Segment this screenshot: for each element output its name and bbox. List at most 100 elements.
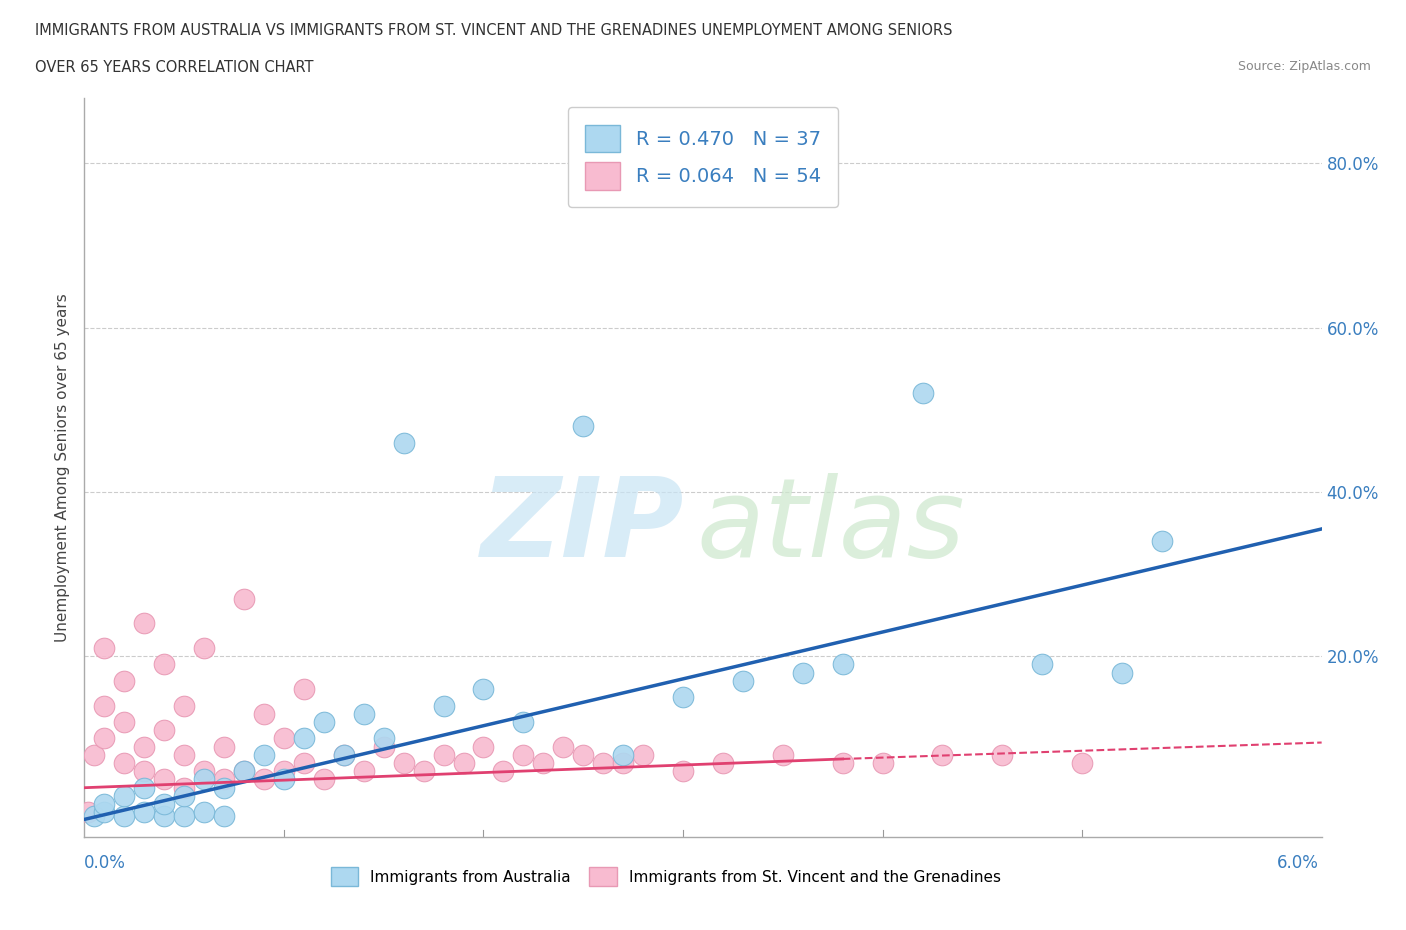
Point	[153, 797, 176, 812]
Point	[453, 755, 475, 770]
Point	[173, 748, 195, 763]
Point	[253, 748, 276, 763]
Point	[112, 809, 135, 824]
Point	[931, 748, 953, 763]
Point	[1150, 534, 1173, 549]
Point	[672, 690, 695, 705]
Point	[333, 748, 356, 763]
Point	[612, 748, 634, 763]
Point	[831, 657, 853, 671]
Point	[153, 772, 176, 787]
Point	[333, 748, 356, 763]
Point	[273, 772, 295, 787]
Point	[153, 723, 176, 737]
Point	[911, 386, 934, 401]
Point	[572, 748, 595, 763]
Point	[273, 764, 295, 778]
Point	[173, 698, 195, 713]
Point	[93, 731, 115, 746]
Point	[831, 755, 853, 770]
Point	[233, 591, 256, 606]
Point	[77, 804, 100, 820]
Point	[134, 616, 156, 631]
Text: Source: ZipAtlas.com: Source: ZipAtlas.com	[1237, 60, 1371, 73]
Point	[792, 665, 814, 680]
Point	[173, 789, 195, 804]
Point	[93, 797, 115, 812]
Point	[991, 748, 1014, 763]
Point	[432, 748, 454, 763]
Legend: Immigrants from Australia, Immigrants from St. Vincent and the Grenadines: Immigrants from Australia, Immigrants fr…	[325, 861, 1007, 892]
Point	[553, 739, 575, 754]
Point	[233, 764, 256, 778]
Point	[1031, 657, 1053, 671]
Text: 0.0%: 0.0%	[84, 854, 127, 871]
Point	[592, 755, 614, 770]
Point	[392, 755, 415, 770]
Point	[93, 698, 115, 713]
Point	[872, 755, 894, 770]
Point	[173, 809, 195, 824]
Point	[292, 755, 315, 770]
Point	[112, 789, 135, 804]
Point	[711, 755, 734, 770]
Point	[134, 804, 156, 820]
Text: ZIP: ZIP	[481, 473, 685, 580]
Text: 6.0%: 6.0%	[1277, 854, 1319, 871]
Point	[312, 772, 335, 787]
Point	[292, 731, 315, 746]
Point	[134, 764, 156, 778]
Point	[153, 809, 176, 824]
Point	[112, 673, 135, 688]
Point	[512, 748, 534, 763]
Point	[412, 764, 434, 778]
Point	[572, 418, 595, 433]
Point	[93, 804, 115, 820]
Point	[353, 764, 375, 778]
Point	[173, 780, 195, 795]
Point	[193, 772, 215, 787]
Point	[193, 641, 215, 656]
Point	[292, 682, 315, 697]
Point	[373, 731, 395, 746]
Point	[612, 755, 634, 770]
Text: OVER 65 YEARS CORRELATION CHART: OVER 65 YEARS CORRELATION CHART	[35, 60, 314, 75]
Point	[83, 748, 105, 763]
Point	[134, 780, 156, 795]
Point	[353, 707, 375, 722]
Point	[1111, 665, 1133, 680]
Point	[512, 714, 534, 729]
Point	[392, 435, 415, 450]
Point	[472, 682, 495, 697]
Point	[273, 731, 295, 746]
Point	[233, 764, 256, 778]
Point	[153, 657, 176, 671]
Point	[492, 764, 515, 778]
Point	[83, 809, 105, 824]
Point	[1071, 755, 1094, 770]
Point	[472, 739, 495, 754]
Point	[672, 764, 695, 778]
Point	[212, 780, 235, 795]
Point	[212, 809, 235, 824]
Text: IMMIGRANTS FROM AUSTRALIA VS IMMIGRANTS FROM ST. VINCENT AND THE GRENADINES UNEM: IMMIGRANTS FROM AUSTRALIA VS IMMIGRANTS …	[35, 23, 953, 38]
Text: atlas: atlas	[697, 473, 966, 580]
Point	[134, 739, 156, 754]
Point	[731, 673, 754, 688]
Point	[212, 739, 235, 754]
Point	[772, 748, 794, 763]
Point	[253, 772, 276, 787]
Point	[373, 739, 395, 754]
Point	[193, 804, 215, 820]
Y-axis label: Unemployment Among Seniors over 65 years: Unemployment Among Seniors over 65 years	[55, 293, 70, 642]
Point	[93, 641, 115, 656]
Point	[112, 714, 135, 729]
Point	[531, 755, 554, 770]
Point	[193, 764, 215, 778]
Point	[631, 748, 654, 763]
Point	[312, 714, 335, 729]
Point	[253, 707, 276, 722]
Point	[432, 698, 454, 713]
Point	[112, 755, 135, 770]
Point	[212, 772, 235, 787]
